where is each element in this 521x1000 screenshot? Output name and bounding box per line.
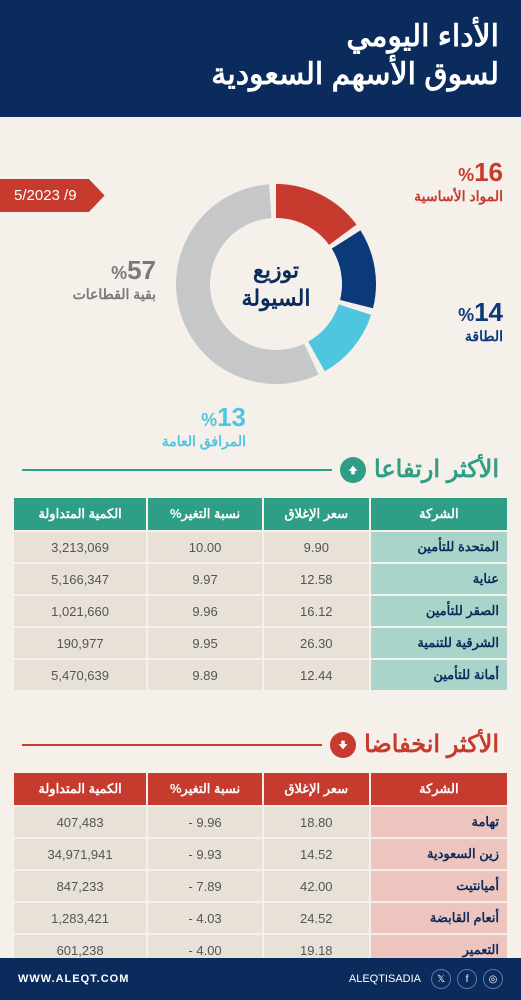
cell-change: - 9.96 [148, 807, 262, 837]
donut-center-line2: السيولة [242, 285, 311, 310]
gainers-title: الأكثر ارتفاعا [374, 455, 499, 484]
col-header: الشركة [371, 773, 507, 805]
cell-company: أميانتيت [371, 871, 507, 901]
gainers-divider [22, 469, 332, 471]
title-line2: لسوق الأسهم السعودية [211, 58, 499, 91]
losers-divider [22, 744, 322, 746]
donut-segment-basic-materials [276, 201, 343, 235]
segment-label-energy: %14الطاقة [458, 297, 503, 345]
table-row: زين السعودية14.52- 9.9334,971,941 [14, 839, 507, 869]
cell-change: 9.97 [148, 564, 262, 594]
segment-label-basic-materials: %16المواد الأساسية [414, 157, 503, 205]
cell-change: 9.96 [148, 596, 262, 626]
table-row: الشرقية للتنمية26.309.95190,977 [14, 628, 507, 658]
twitter-icon[interactable]: 𝕏 [431, 969, 451, 989]
segment-label-utilities: %13المرافق العامة [162, 402, 246, 450]
cell-change: - 9.93 [148, 839, 262, 869]
cell-company: أمانة للتأمين [371, 660, 507, 690]
donut-center-line1: توزيع [253, 258, 299, 283]
gainers-table: الشركةسعر الإغلاقنسبة التغير%الكمية المت… [12, 496, 509, 692]
cell-volume: 5,166,347 [14, 564, 146, 594]
down-arrow-icon [330, 732, 356, 758]
page-title: الأداء اليومي لسوق الأسهم السعودية [22, 18, 499, 93]
cell-close: 26.30 [264, 628, 369, 658]
cell-volume: 3,213,069 [14, 532, 146, 562]
cell-close: 42.00 [264, 871, 369, 901]
table-row: أميانتيت42.00- 7.89847,233 [14, 871, 507, 901]
date-badge: 9/ 5/2023 [0, 179, 105, 212]
cell-change: - 4.03 [148, 903, 262, 933]
col-header: نسبة التغير% [148, 773, 262, 805]
table-row: الصقر للتأمين16.129.961,021,660 [14, 596, 507, 626]
table-row: أمانة للتأمين12.449.895,470,639 [14, 660, 507, 690]
col-header: نسبة التغير% [148, 498, 262, 530]
title-line1: الأداء اليومي [346, 20, 499, 53]
social-icons: ◎ f 𝕏 [431, 969, 503, 989]
cell-company: عناية [371, 564, 507, 594]
cell-close: 18.80 [264, 807, 369, 837]
cell-company: أنعام القابضة [371, 903, 507, 933]
table-row: أنعام القابضة24.52- 4.031,283,421 [14, 903, 507, 933]
cell-volume: 847,233 [14, 871, 146, 901]
cell-volume: 34,971,941 [14, 839, 146, 869]
cell-company: الصقر للتأمين [371, 596, 507, 626]
donut-segment-energy [346, 240, 359, 305]
cell-volume: 407,483 [14, 807, 146, 837]
cell-company: تهامة [371, 807, 507, 837]
cell-close: 16.12 [264, 596, 369, 626]
facebook-icon[interactable]: f [457, 969, 477, 989]
losers-table: الشركةسعر الإغلاقنسبة التغير%الكمية المت… [12, 771, 509, 967]
cell-close: 24.52 [264, 903, 369, 933]
col-header: سعر الإغلاق [264, 773, 369, 805]
donut-center-label: توزيع السيولة [242, 257, 311, 312]
donut-chart-area: 9/ 5/2023 توزيع السيولة %16المواد الأساس… [0, 117, 521, 447]
cell-change: 10.00 [148, 532, 262, 562]
cell-company: زين السعودية [371, 839, 507, 869]
footer: ◎ f 𝕏 ALEQTISADIA WWW.ALEQT.COM [0, 958, 521, 1000]
segment-label-other-sectors: %57بقية القطاعات [73, 255, 156, 303]
donut-chart: توزيع السيولة [171, 179, 381, 389]
cell-volume: 1,021,660 [14, 596, 146, 626]
losers-title: الأكثر انخفاضا [364, 730, 499, 759]
donut-segment-utilities [316, 310, 354, 357]
cell-close: 14.52 [264, 839, 369, 869]
cell-volume: 5,470,639 [14, 660, 146, 690]
col-header: سعر الإغلاق [264, 498, 369, 530]
table-row: المتحدة للتأمين9.9010.003,213,069 [14, 532, 507, 562]
cell-company: المتحدة للتأمين [371, 532, 507, 562]
cell-close: 12.58 [264, 564, 369, 594]
cell-change: 9.95 [148, 628, 262, 658]
footer-url: WWW.ALEQT.COM [18, 973, 129, 985]
up-arrow-icon [340, 457, 366, 483]
col-header: الكمية المتداولة [14, 498, 146, 530]
table-row: تهامة18.80- 9.96407,483 [14, 807, 507, 837]
cell-change: 9.89 [148, 660, 262, 690]
col-header: الشركة [371, 498, 507, 530]
instagram-icon[interactable]: ◎ [483, 969, 503, 989]
gainers-header: الأكثر ارتفاعا [0, 455, 521, 484]
col-header: الكمية المتداولة [14, 773, 146, 805]
cell-close: 9.90 [264, 532, 369, 562]
header: الأداء اليومي لسوق الأسهم السعودية [0, 0, 521, 117]
losers-header: الأكثر انخفاضا [0, 730, 521, 759]
cell-change: - 7.89 [148, 871, 262, 901]
footer-brand: ALEQTISADIA [349, 973, 421, 985]
cell-volume: 1,283,421 [14, 903, 146, 933]
cell-close: 12.44 [264, 660, 369, 690]
cell-volume: 190,977 [14, 628, 146, 658]
cell-company: الشرقية للتنمية [371, 628, 507, 658]
table-row: عناية12.589.975,166,347 [14, 564, 507, 594]
